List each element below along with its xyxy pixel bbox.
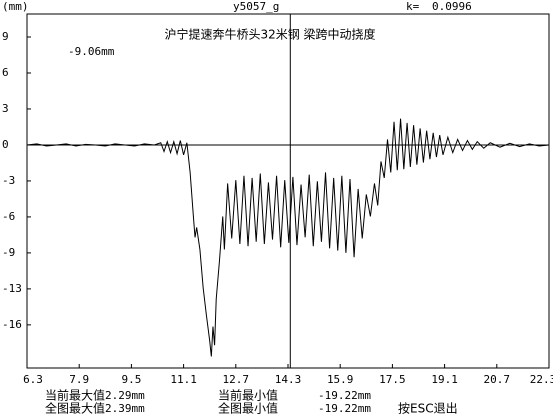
x-tick-label: 22.3 (530, 373, 553, 386)
plot-frame (26, 13, 550, 369)
y-tick-label: 9 (2, 30, 9, 43)
stat-label: 全图最小值 (218, 401, 278, 414)
y-tick-label: -16 (2, 318, 22, 331)
y-tick-label: -6 (2, 210, 15, 223)
x-tick-label: 11.1 (170, 373, 197, 386)
unit-label: (mm) (2, 0, 29, 13)
y-tick-label: -13 (2, 282, 22, 295)
x-tick-label: 17.5 (379, 373, 406, 386)
stat-label: 当前最大值 (45, 388, 105, 403)
y-tick-label: -3 (2, 174, 15, 187)
annotation: -9.06mm (68, 45, 115, 58)
x-tick-label: 7.9 (69, 373, 89, 386)
k-value: 0.0996 (432, 0, 472, 13)
x-tick-label: 14.3 (275, 373, 302, 386)
record-name: y5057_g (233, 0, 279, 13)
chart-title: 沪宁提速奔牛桥头32米钢 梁跨中动挠度 (164, 27, 375, 42)
stat-value: 2.39mm (105, 402, 145, 414)
y-tick-label: -9 (2, 246, 15, 259)
x-tick-label: 19.1 (431, 373, 458, 386)
y-tick-label: 6 (2, 66, 9, 79)
x-tick-label: 12.7 (223, 373, 250, 386)
stat-label: 当前最小值 (218, 388, 278, 403)
stat-value: -19.22mm (318, 389, 371, 402)
x-tick-label: 15.9 (327, 373, 354, 386)
x-tick-label: 6.3 (23, 373, 43, 386)
stat-value: -19.22mm (318, 402, 371, 414)
exit-hint: 按ESC退出 (398, 402, 458, 414)
x-tick-label: 9.5 (121, 373, 141, 386)
signal-line (26, 118, 550, 357)
y-tick-label: 0 (2, 138, 9, 151)
k-label: k= (406, 0, 420, 13)
x-tick-label: 20.7 (484, 373, 511, 386)
stat-value: 2.29mm (105, 389, 145, 402)
y-tick-label: 3 (2, 102, 9, 115)
stat-label: 全图最大值 (45, 401, 105, 414)
